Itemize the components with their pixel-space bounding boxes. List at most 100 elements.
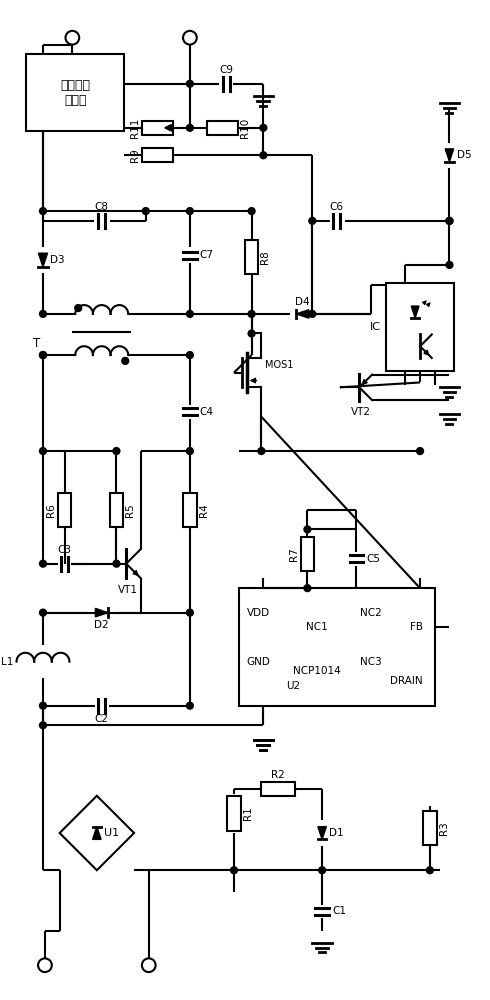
Text: L1: L1 xyxy=(1,657,14,667)
Text: GND: GND xyxy=(246,657,270,667)
Circle shape xyxy=(260,124,267,131)
Text: IC: IC xyxy=(370,322,381,332)
Text: NCP1014: NCP1014 xyxy=(294,666,341,676)
Text: C1: C1 xyxy=(332,906,346,916)
Text: NC3: NC3 xyxy=(360,657,382,667)
Bar xyxy=(142,121,173,135)
Circle shape xyxy=(248,330,255,337)
Bar xyxy=(245,240,258,274)
Circle shape xyxy=(143,208,149,214)
Circle shape xyxy=(187,448,194,454)
Circle shape xyxy=(40,448,47,454)
Circle shape xyxy=(258,448,265,454)
Circle shape xyxy=(304,526,311,533)
Circle shape xyxy=(40,722,47,729)
Polygon shape xyxy=(38,253,48,267)
Polygon shape xyxy=(93,827,101,839)
Circle shape xyxy=(40,560,47,567)
Text: C6: C6 xyxy=(330,202,344,212)
Circle shape xyxy=(113,560,120,567)
Text: R8: R8 xyxy=(260,250,270,264)
Circle shape xyxy=(187,208,194,214)
Text: D5: D5 xyxy=(457,150,471,160)
Circle shape xyxy=(40,609,47,616)
Text: U1: U1 xyxy=(104,828,119,838)
Polygon shape xyxy=(296,310,309,318)
Circle shape xyxy=(40,702,47,709)
Circle shape xyxy=(40,352,47,358)
Circle shape xyxy=(446,217,453,224)
Circle shape xyxy=(75,305,82,311)
Bar xyxy=(142,148,173,162)
Circle shape xyxy=(318,867,325,874)
Bar xyxy=(261,782,295,796)
Text: R5: R5 xyxy=(125,503,135,517)
Bar xyxy=(300,537,314,571)
Circle shape xyxy=(187,609,194,616)
Bar xyxy=(58,493,72,527)
Bar xyxy=(227,796,241,831)
Text: 场效应驱
动电路: 场效应驱 动电路 xyxy=(60,79,90,107)
Text: D3: D3 xyxy=(50,255,65,265)
Circle shape xyxy=(40,310,47,317)
Text: C3: C3 xyxy=(57,545,72,555)
Text: R6: R6 xyxy=(46,503,56,517)
Text: C8: C8 xyxy=(95,202,109,212)
Circle shape xyxy=(446,217,453,224)
Circle shape xyxy=(304,585,311,592)
Circle shape xyxy=(187,702,194,709)
Text: D2: D2 xyxy=(95,620,109,630)
Circle shape xyxy=(40,208,47,214)
Bar xyxy=(110,493,123,527)
Bar xyxy=(183,493,197,527)
Text: C2: C2 xyxy=(95,714,109,724)
Circle shape xyxy=(309,217,316,224)
Bar xyxy=(423,811,437,845)
Polygon shape xyxy=(96,608,108,617)
Bar xyxy=(239,588,435,706)
Circle shape xyxy=(248,208,255,214)
Circle shape xyxy=(187,352,194,358)
Text: T: T xyxy=(33,337,40,350)
Text: R4: R4 xyxy=(199,503,209,517)
Text: VDD: VDD xyxy=(246,608,270,618)
Text: R7: R7 xyxy=(289,547,298,561)
Text: D4: D4 xyxy=(295,297,310,307)
Text: C4: C4 xyxy=(200,407,214,417)
Circle shape xyxy=(187,124,194,131)
Text: VT1: VT1 xyxy=(118,585,138,595)
Text: R9: R9 xyxy=(130,148,140,162)
Text: C5: C5 xyxy=(366,554,380,564)
Text: C7: C7 xyxy=(200,250,214,260)
Circle shape xyxy=(230,867,237,874)
Polygon shape xyxy=(318,827,326,839)
Circle shape xyxy=(309,310,316,317)
Circle shape xyxy=(122,357,129,364)
Text: NC2: NC2 xyxy=(360,608,382,618)
Circle shape xyxy=(187,310,194,317)
Polygon shape xyxy=(411,306,419,318)
Text: DRAIN: DRAIN xyxy=(391,676,423,686)
Text: MOS1: MOS1 xyxy=(265,360,294,370)
Text: R11: R11 xyxy=(130,118,140,138)
Circle shape xyxy=(260,152,267,159)
Text: D1: D1 xyxy=(329,828,344,838)
Text: NC1: NC1 xyxy=(306,622,328,632)
Bar xyxy=(386,283,454,371)
Polygon shape xyxy=(60,796,134,870)
Circle shape xyxy=(426,867,433,874)
Text: R1: R1 xyxy=(243,807,253,820)
Circle shape xyxy=(446,262,453,268)
Text: FB: FB xyxy=(410,622,423,632)
Text: VT2: VT2 xyxy=(351,407,371,417)
Text: R3: R3 xyxy=(439,821,449,835)
Polygon shape xyxy=(445,149,454,162)
Text: R2: R2 xyxy=(271,770,285,780)
Circle shape xyxy=(40,352,47,358)
Text: R10: R10 xyxy=(240,118,250,138)
Bar xyxy=(26,54,124,131)
Circle shape xyxy=(113,448,120,454)
Circle shape xyxy=(416,448,423,454)
Text: U2: U2 xyxy=(286,681,300,691)
Circle shape xyxy=(187,80,194,87)
